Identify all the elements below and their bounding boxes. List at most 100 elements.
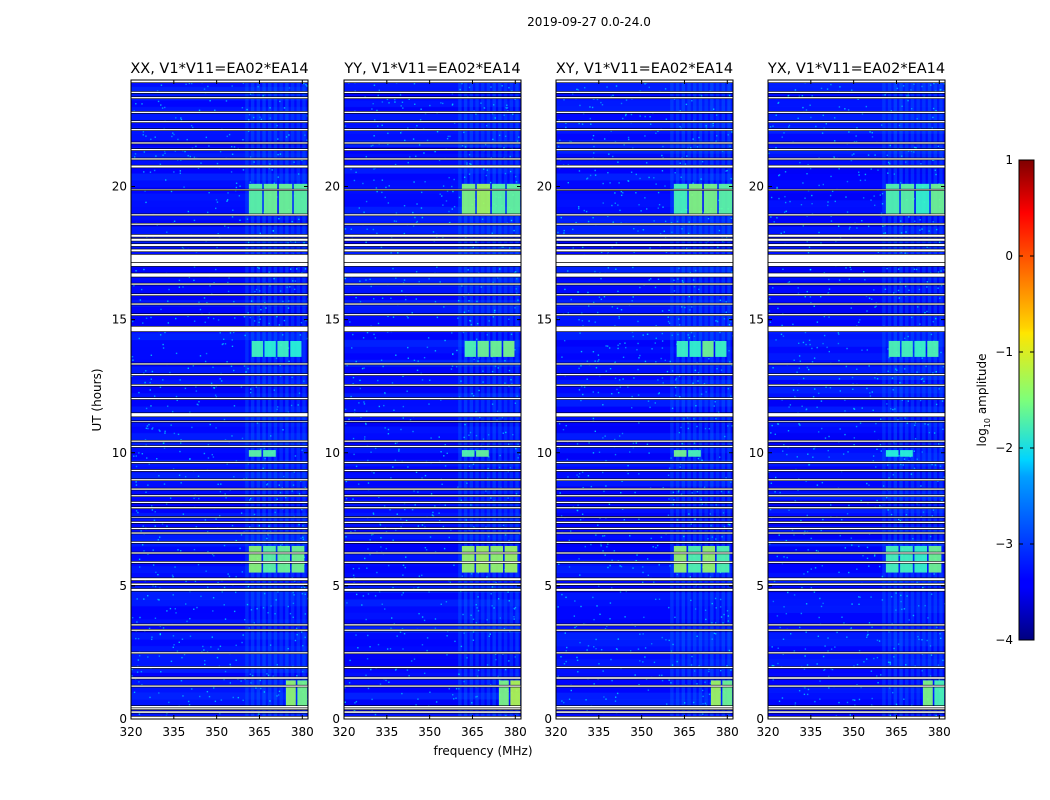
- noise-speck: [664, 237, 667, 239]
- noise-speck: [133, 156, 136, 158]
- noise-speck: [683, 535, 685, 538]
- rfi-patch: [922, 680, 945, 706]
- noise-speck: [496, 419, 498, 421]
- noise-speck: [226, 199, 229, 201]
- noise-speck: [270, 605, 272, 607]
- time-slice: [556, 293, 733, 301]
- noise-speck: [477, 596, 479, 598]
- noise-speck: [402, 375, 404, 377]
- noise-speck: [828, 456, 830, 458]
- noise-speck: [159, 334, 162, 336]
- noise-speck: [786, 453, 788, 456]
- noise-speck: [650, 643, 653, 645]
- time-slice: [131, 419, 308, 427]
- noise-speck: [303, 82, 305, 85]
- noise-speck: [262, 607, 265, 609]
- noise-speck: [223, 604, 225, 606]
- noise-speck: [876, 639, 879, 641]
- rfi-subband: [928, 545, 942, 573]
- noise-speck: [781, 399, 783, 401]
- noise-speck: [623, 519, 626, 521]
- noise-speck: [697, 457, 700, 460]
- noise-speck: [489, 633, 491, 635]
- noise-speck: [244, 334, 246, 337]
- noise-speck: [913, 151, 915, 153]
- time-slice: [131, 672, 308, 680]
- noise-speck: [649, 123, 652, 125]
- noise-speck: [890, 408, 892, 410]
- noise-speck: [489, 181, 492, 184]
- noise-speck: [469, 319, 471, 322]
- noise-speck: [235, 644, 237, 647]
- time-slice: [131, 532, 308, 540]
- noise-speck: [385, 186, 387, 189]
- time-slice: [556, 312, 733, 321]
- noise-speck: [672, 643, 674, 646]
- time-slice: [344, 332, 521, 341]
- flagged-band: [768, 623, 945, 627]
- noise-speck: [778, 174, 781, 176]
- noise-speck: [386, 648, 389, 650]
- noise-speck: [217, 233, 219, 235]
- noise-speck: [802, 377, 805, 380]
- noise-speck: [713, 340, 716, 342]
- noise-speck: [301, 449, 303, 451]
- noise-speck: [502, 524, 505, 527]
- noise-speck: [219, 332, 221, 334]
- noise-speck: [382, 365, 384, 368]
- noise-speck: [390, 297, 392, 300]
- noise-speck: [867, 633, 869, 636]
- noise-speck: [269, 285, 271, 287]
- noise-speck: [692, 182, 694, 184]
- noise-speck: [884, 288, 887, 290]
- time-slice: [131, 605, 308, 613]
- noise-speck: [398, 448, 400, 451]
- noise-speck: [211, 453, 214, 456]
- noise-speck: [684, 306, 686, 309]
- noise-speck: [715, 114, 718, 116]
- flagged-band: [556, 254, 733, 263]
- noise-speck: [194, 580, 197, 582]
- noise-speck: [420, 191, 423, 194]
- noise-speck: [828, 316, 830, 318]
- noise-speck: [164, 106, 166, 109]
- time-slice: [768, 512, 945, 520]
- noise-speck: [883, 232, 885, 235]
- noise-speck: [230, 365, 233, 368]
- noise-speck: [494, 653, 497, 655]
- noise-speck: [415, 155, 417, 158]
- noise-speck: [937, 271, 940, 273]
- noise-speck: [266, 537, 268, 540]
- noise-speck: [189, 155, 192, 158]
- noise-speck: [253, 116, 255, 119]
- noise-speck: [612, 155, 614, 158]
- noise-speck: [581, 312, 583, 314]
- noise-speck: [890, 596, 893, 598]
- noise-speck: [807, 251, 810, 254]
- noise-speck: [486, 125, 488, 127]
- noise-speck: [572, 228, 574, 231]
- noise-speck: [285, 136, 288, 138]
- noise-speck: [378, 89, 381, 92]
- noise-speck: [851, 544, 853, 546]
- noise-speck: [694, 518, 696, 520]
- noise-speck: [655, 132, 657, 134]
- noise-speck: [614, 453, 617, 456]
- noise-speck: [644, 656, 646, 658]
- noise-speck: [612, 94, 614, 97]
- noise-speck: [639, 115, 641, 117]
- noise-speck: [158, 655, 161, 657]
- time-slice: [768, 452, 945, 460]
- noise-speck: [157, 573, 159, 576]
- noise-speck: [160, 104, 162, 106]
- noise-speck: [137, 659, 140, 661]
- noise-speck: [226, 361, 228, 363]
- noise-speck: [800, 203, 803, 206]
- flagged-band: [344, 623, 521, 627]
- noise-speck: [715, 538, 717, 540]
- noise-speck: [675, 377, 678, 380]
- noise-speck: [719, 669, 722, 672]
- noise-speck: [191, 688, 193, 690]
- flagged-band: [768, 439, 945, 443]
- noise-speck: [632, 442, 635, 445]
